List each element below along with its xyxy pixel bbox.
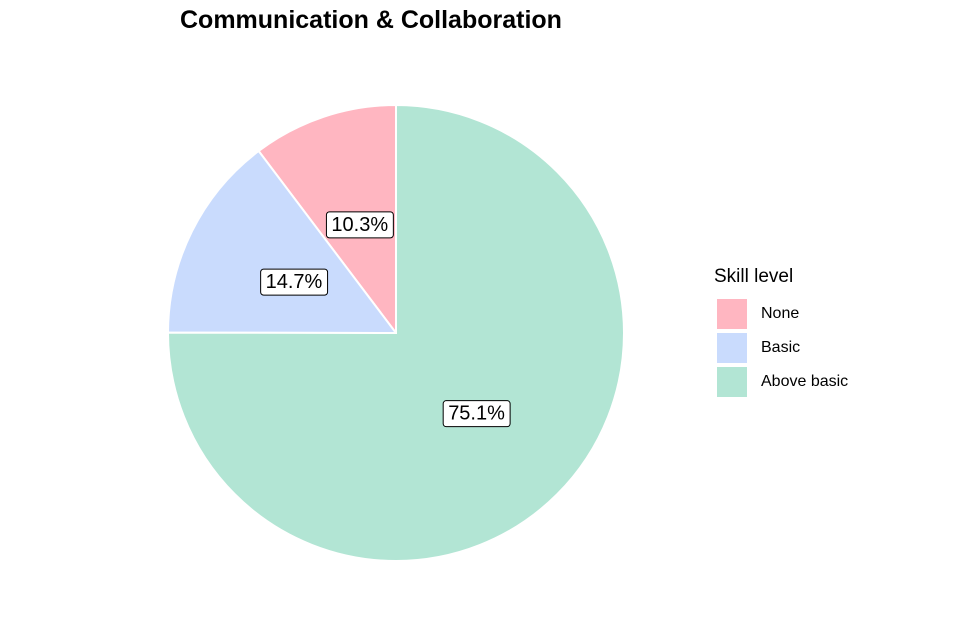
legend-swatch-above-basic (717, 367, 747, 397)
legend-item-basic: Basic (714, 331, 914, 365)
data-label-basic: 14.7% (261, 269, 328, 295)
legend-label-basic: Basic (761, 339, 800, 357)
data-label-above-basic: 75.1% (443, 401, 510, 427)
legend-item-none: None (714, 297, 914, 331)
data-label-text-basic: 14.7% (266, 271, 323, 293)
legend-swatch-none (717, 299, 747, 329)
legend-label-above-basic: Above basic (761, 373, 848, 391)
legend-label-none: None (761, 305, 799, 323)
data-label-none: 10.3% (326, 212, 393, 238)
data-label-text-above-basic: 75.1% (448, 403, 505, 425)
legend: Skill level None Basic Above basic (714, 266, 914, 399)
legend-title: Skill level (714, 266, 914, 288)
pie-slices (168, 105, 624, 561)
legend-swatch-basic (717, 333, 747, 363)
legend-item-above-basic: Above basic (714, 365, 914, 399)
data-label-text-none: 10.3% (331, 214, 388, 236)
